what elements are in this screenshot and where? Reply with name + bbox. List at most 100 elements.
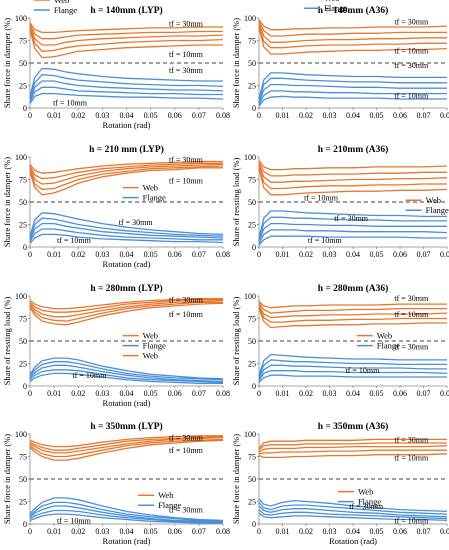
- x-tick-label: 0.04: [120, 389, 134, 398]
- x-tick-label: 0: [257, 389, 261, 398]
- x-tick-label: 0.06: [393, 527, 407, 536]
- tf-annotation: tf = 30mm: [394, 294, 429, 303]
- x-tick-label: 0.05: [370, 389, 384, 398]
- tf-annotation: tf = 10mm: [72, 371, 107, 380]
- tf-annotation: tf = 10mm: [57, 236, 92, 245]
- x-tick-label: 0: [28, 389, 32, 398]
- x-tick-label: 0.01: [276, 250, 290, 259]
- x-tick-label: 0.03: [95, 250, 109, 259]
- x-tick-label: 0.02: [71, 111, 85, 120]
- x-tick-label: 0.07: [417, 250, 431, 259]
- y-tick-label: 50: [248, 59, 256, 68]
- y-axis-label: Share force in damper (%): [231, 18, 241, 108]
- tf-annotation: tf = 30mm: [169, 506, 204, 515]
- x-tick-label: 0.01: [276, 527, 290, 536]
- x-tick-label: 0.06: [168, 111, 182, 120]
- y-tick-label: 75: [19, 315, 27, 324]
- x-tick-label: 0.06: [168, 250, 182, 259]
- y-tick-label: 100: [244, 153, 256, 162]
- tf-annotation: tf = 30mm: [394, 435, 429, 444]
- y-tick-label: 25: [248, 360, 256, 369]
- tf-annotation: tf = 10mm: [394, 516, 429, 525]
- y-tick-label: 25: [248, 82, 256, 91]
- x-tick-label: 0.05: [370, 527, 384, 536]
- x-tick-label: 0.07: [417, 111, 431, 120]
- x-tick-label: 0.06: [393, 389, 407, 398]
- x-tick-label: 0.04: [346, 250, 360, 259]
- x-tick-label: 0.01: [47, 389, 61, 398]
- y-tick-label: 50: [19, 198, 27, 207]
- legend-label: Flange: [426, 205, 449, 215]
- tf-annotation: tf = 10mm: [394, 310, 429, 319]
- y-tick-label: 75: [248, 37, 256, 46]
- tf-annotation: tf = 30mm: [334, 214, 369, 223]
- legend-label: Web: [143, 331, 158, 341]
- chart-title: h = 210mm (A36): [318, 144, 389, 155]
- chart-title: h = 280mm (LYP): [90, 283, 162, 294]
- x-tick-label: 0.04: [346, 389, 360, 398]
- y-tick-label: 25: [19, 221, 27, 230]
- tf-annotation: tf = 10mm: [394, 46, 429, 55]
- y-tick-label: 0: [252, 104, 256, 113]
- x-axis-label: Rotation (rad): [103, 536, 151, 546]
- x-tick-label: 0.08: [216, 250, 230, 259]
- x-tick-label: 0.07: [417, 527, 431, 536]
- x-tick-label: 0.05: [144, 389, 158, 398]
- x-tick-label: 0.01: [47, 111, 61, 120]
- y-tick-label: 100: [15, 14, 27, 23]
- y-tick-label: 0: [252, 382, 256, 391]
- x-tick-label: 0: [28, 250, 32, 259]
- x-tick-label: 0.02: [299, 250, 313, 259]
- tf-annotation: tf = 10mm: [394, 453, 429, 462]
- y-tick-label: 100: [15, 430, 27, 439]
- legend-label: Web: [377, 331, 392, 341]
- x-tick-label: 0: [257, 111, 261, 120]
- x-tick-label: 0.07: [192, 250, 206, 259]
- legend-label: Flange: [54, 5, 77, 15]
- x-tick-label: 0.07: [192, 111, 206, 120]
- tf-annotation: tf = 10mm: [304, 194, 339, 203]
- x-tick-label: 0.01: [276, 111, 290, 120]
- y-axis-label: Share force in damper (%): [231, 434, 241, 524]
- x-tick-label: 0.05: [144, 250, 158, 259]
- x-tick-label: 0.03: [95, 389, 109, 398]
- x-tick-label: 0.07: [192, 389, 206, 398]
- y-axis-label: Share of ressting load (%): [231, 296, 241, 385]
- legend-label: Web: [426, 195, 441, 205]
- x-tick-label: 0.01: [276, 389, 290, 398]
- x-axis-label: Rotation (rad): [103, 259, 151, 269]
- tf-annotation: tf = 10mm: [53, 99, 88, 108]
- x-tick-label: 0.03: [323, 389, 337, 398]
- x-tick-label: 0: [257, 527, 261, 536]
- chart-title: h = 350mm (A36): [318, 421, 389, 432]
- flange-series-line: [259, 224, 447, 242]
- x-tick-label: 0.08: [216, 527, 230, 536]
- web-series-line: [259, 161, 447, 170]
- x-tick-label: 0.03: [95, 111, 109, 120]
- x-tick-label: 0.03: [95, 527, 109, 536]
- x-tick-label: 0.02: [71, 527, 85, 536]
- y-tick-label: 0: [252, 243, 256, 252]
- x-tick-label: 0.02: [71, 250, 85, 259]
- y-tick-label: 75: [248, 453, 256, 462]
- x-axis-label: Rotation (rad): [329, 536, 377, 546]
- legend-label: Flange: [143, 341, 166, 351]
- y-tick-label: 50: [19, 337, 27, 346]
- tf-annotation: tf = 30mm: [119, 218, 154, 227]
- chart-title: h = 210 mm (LYP): [89, 144, 164, 155]
- x-tick-label: 0.03: [323, 527, 337, 536]
- tf-annotation: tf = 10mm: [169, 310, 204, 319]
- x-tick-label: 0.08: [440, 389, 449, 398]
- x-tick-label: 0.05: [370, 111, 384, 120]
- tf-annotation: tf = 10mm: [57, 516, 92, 525]
- x-tick-label: 0.04: [346, 527, 360, 536]
- x-tick-label: 0.02: [299, 111, 313, 120]
- y-tick-label: 50: [248, 337, 256, 346]
- tf-annotation: tf = 10mm: [169, 176, 204, 185]
- y-axis-label: Share force in damper (%): [2, 157, 12, 247]
- y-tick-label: 75: [248, 176, 256, 185]
- x-tick-label: 0.06: [393, 111, 407, 120]
- legend-label: Flange: [324, 3, 347, 13]
- chart-panel: h = 140mm (A36)02550751000 0.01 0.02 0.03 0.…: [231, 0, 449, 120]
